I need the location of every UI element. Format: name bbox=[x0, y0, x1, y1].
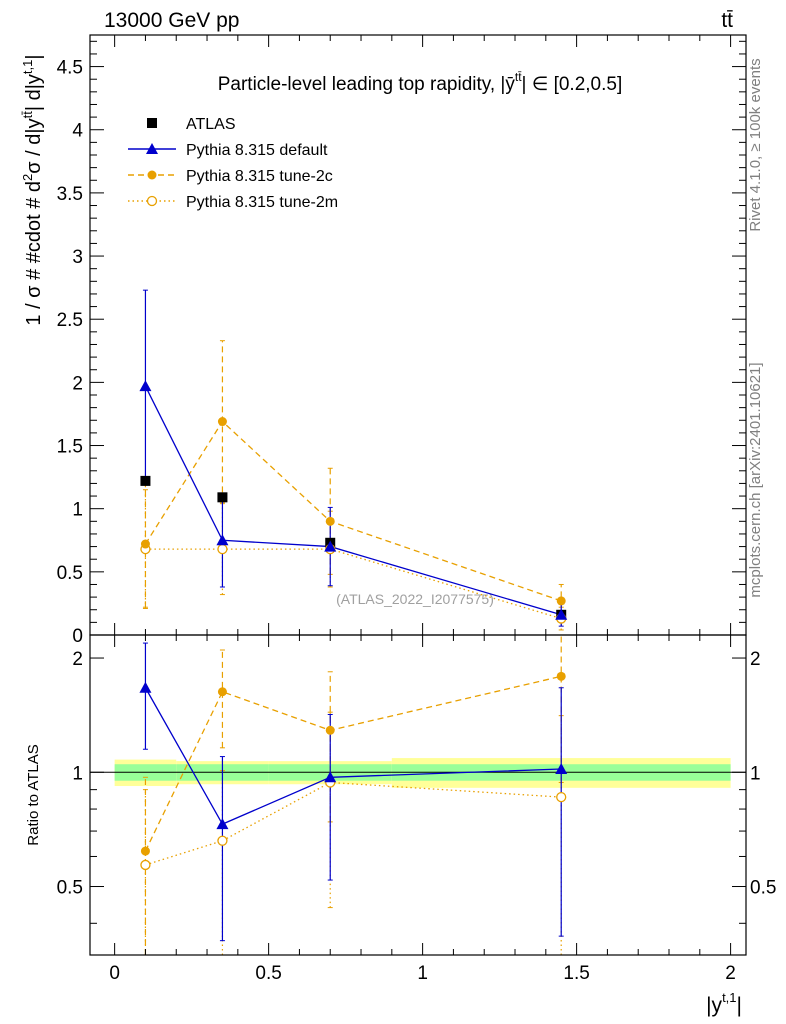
ratio-point-tune2m bbox=[556, 791, 567, 803]
ratio-point-tune2c bbox=[140, 846, 150, 856]
series-point-tune2c bbox=[556, 596, 566, 606]
y-tick-label: 3 bbox=[72, 247, 83, 268]
series-line-default bbox=[144, 385, 562, 616]
series-point-tune2m bbox=[217, 543, 228, 555]
x-tick-label: 2 bbox=[725, 963, 736, 984]
ratio-point-default bbox=[139, 681, 152, 693]
legend-entry-atlas: ATLAS bbox=[147, 116, 236, 133]
ratio-panel-frame bbox=[89, 634, 747, 956]
series-point-tune2c bbox=[217, 417, 227, 427]
legend: ATLAS Pythia 8.315 default Pythia 8.315 … bbox=[128, 116, 338, 211]
header-process: tt̄ bbox=[721, 9, 733, 32]
y-tick-label: 0.5 bbox=[57, 563, 83, 584]
ratio-y-tick-label: 0.5 bbox=[57, 878, 83, 899]
ratio-y-tick-label-right: 0.5 bbox=[750, 878, 776, 899]
legend-tune2c-marker bbox=[147, 170, 157, 180]
chart-title: Particle-level leading top rapidity, |ȳ… bbox=[218, 70, 623, 95]
x-tick-label: 1.5 bbox=[563, 963, 589, 984]
ratio-point-tune2c bbox=[217, 687, 227, 697]
legend-atlas-marker bbox=[147, 118, 157, 128]
ratio-y-axis-label: Ratio to ATLAS bbox=[25, 744, 42, 845]
ratio-point-default bbox=[555, 763, 568, 775]
x-tick-label: 0.5 bbox=[255, 963, 281, 984]
series-line-tune2m bbox=[145, 548, 562, 620]
ratio-line-default bbox=[144, 687, 562, 825]
y-tick-label: 4.5 bbox=[57, 58, 83, 79]
rivet-label: Rivet 4.1.0, ≥ 100k events bbox=[747, 58, 764, 231]
legend-tune2m-marker bbox=[146, 195, 158, 207]
series-point-tune2c bbox=[140, 539, 150, 549]
ratio-point-default bbox=[216, 818, 229, 830]
legend-default-marker bbox=[146, 143, 158, 154]
atlas-data-point bbox=[217, 492, 228, 503]
series-point-default bbox=[216, 534, 229, 546]
ratio-line-tune2c bbox=[144, 675, 562, 852]
analysis-watermark: (ATLAS_2022_I2077575) bbox=[336, 591, 494, 607]
series-point-default bbox=[139, 380, 152, 392]
y-tick-label: 2 bbox=[72, 373, 83, 394]
series-line-tune2c bbox=[144, 420, 562, 602]
series-point-default bbox=[555, 608, 568, 620]
legend-tune2m-label: Pythia 8.315 tune-2m bbox=[186, 194, 338, 211]
y-tick-label: 1 bbox=[72, 500, 83, 521]
legend-entry-tune2c: Pythia 8.315 tune-2c bbox=[128, 168, 333, 185]
ratio-line-tune2m bbox=[145, 781, 562, 866]
x-axis-label: |yt,1| bbox=[706, 990, 742, 1017]
header-energy: 13000 GeV pp bbox=[104, 9, 239, 32]
x-tick-label: 1 bbox=[417, 963, 428, 984]
ratio-point-default bbox=[324, 771, 337, 783]
legend-entry-tune2m: Pythia 8.315 tune-2m bbox=[128, 194, 338, 211]
x-tick-label: 0 bbox=[109, 963, 120, 984]
ratio-y-tick-label-right: 1 bbox=[750, 763, 761, 784]
ratio-y-tick-label-right: 2 bbox=[750, 649, 761, 670]
y-tick-label: 2.5 bbox=[57, 310, 83, 331]
ratio-y-tick-label: 2 bbox=[72, 649, 83, 670]
series-point-tune2c bbox=[325, 516, 335, 526]
y-tick-label: 3.5 bbox=[57, 184, 83, 205]
source-label: mcplots.cern.ch [arXiv:2401.10621] bbox=[747, 362, 764, 597]
atlas-data-point bbox=[140, 475, 151, 486]
y-tick-label: 4 bbox=[72, 121, 83, 142]
legend-tune2c-label: Pythia 8.315 tune-2c bbox=[186, 168, 333, 185]
legend-entry-default: Pythia 8.315 default bbox=[128, 142, 328, 159]
ratio-point-tune2m bbox=[140, 859, 151, 871]
ratio-point-tune2c bbox=[556, 671, 566, 681]
y-tick-label: 1.5 bbox=[57, 437, 83, 458]
y-axis-label: 1 / σ # #cdot # d2σ / d|ytt̄| d|yt,1| bbox=[20, 54, 45, 325]
ratio-point-tune2m bbox=[217, 835, 228, 846]
series-point-default bbox=[324, 540, 337, 552]
ratio-y-tick-label: 1 bbox=[72, 763, 83, 784]
legend-default-label: Pythia 8.315 default bbox=[186, 142, 328, 159]
ratio-point-tune2c bbox=[325, 725, 335, 735]
legend-atlas-label: ATLAS bbox=[186, 116, 236, 133]
y-tick-label: 0 bbox=[72, 626, 83, 647]
